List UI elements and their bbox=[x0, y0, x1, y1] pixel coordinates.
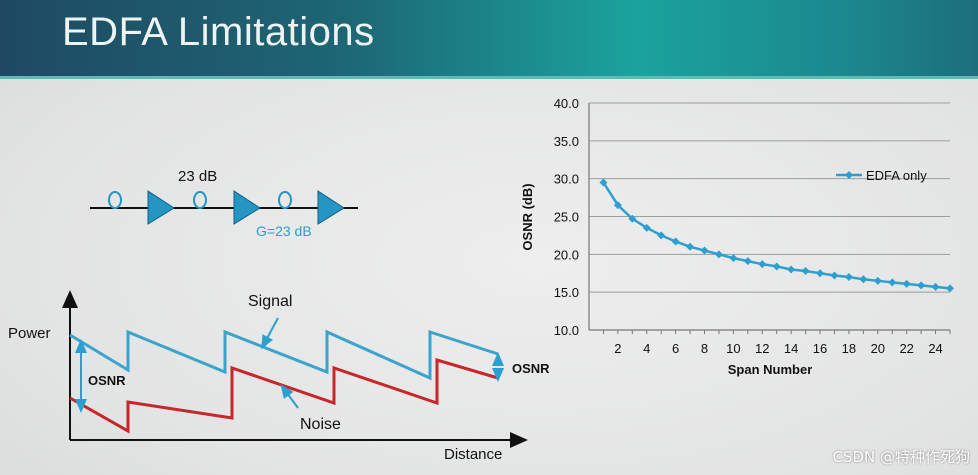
x-tick-label: 16 bbox=[813, 341, 827, 356]
data-point bbox=[714, 250, 723, 259]
signal-label: Signal bbox=[248, 293, 292, 310]
y-tick-label: 40.0 bbox=[554, 96, 579, 111]
chart-ylabel: OSNR (dB) bbox=[520, 183, 535, 250]
data-point bbox=[946, 284, 954, 293]
data-point bbox=[902, 279, 911, 288]
osnr-line-chart: 10.015.020.025.030.035.040.02 4 6 8 10 12 14 16… bbox=[520, 96, 954, 377]
noise-pointer-arrow bbox=[280, 384, 299, 409]
data-point bbox=[671, 237, 680, 246]
amplifier-icon bbox=[317, 190, 345, 225]
title-bar: EDFA Limitations bbox=[0, 0, 978, 78]
noise-label: Noise bbox=[300, 416, 341, 433]
series-line bbox=[602, 181, 951, 290]
x-tick-label: 14 bbox=[784, 341, 798, 356]
distance-axis-label: Distance bbox=[444, 446, 502, 463]
data-point bbox=[613, 201, 622, 210]
data-point bbox=[801, 266, 810, 275]
x-tick-label: 6 bbox=[672, 341, 679, 356]
watermark: CSDN @特种作死狗 bbox=[832, 448, 970, 466]
data-point bbox=[743, 257, 752, 266]
x-tick-label: 10 bbox=[726, 341, 740, 356]
amplifier-chain-diagram: 23 dB G=23 dB bbox=[90, 168, 358, 239]
y-tick-label: 15.0 bbox=[554, 285, 579, 300]
legend-marker bbox=[845, 171, 853, 179]
data-point bbox=[628, 214, 637, 223]
chart-xlabel: Span Number bbox=[728, 362, 813, 377]
x-tick-label: 4 bbox=[643, 341, 650, 356]
data-point bbox=[816, 269, 825, 278]
data-point bbox=[772, 262, 781, 271]
data-point bbox=[844, 273, 853, 282]
data-point bbox=[873, 276, 882, 285]
osnr-right-label: OSNR bbox=[512, 361, 550, 376]
noise-line bbox=[69, 357, 499, 434]
power-distance-diagram: Power Distance Signal Noise OSNR OSNR bbox=[8, 290, 550, 463]
gain-label-top: 23 dB bbox=[178, 168, 217, 185]
data-point bbox=[657, 231, 666, 240]
fiber-spool-icon bbox=[108, 191, 122, 209]
y-tick-label: 30.0 bbox=[554, 172, 579, 187]
data-point bbox=[888, 278, 897, 287]
data-point bbox=[686, 242, 695, 251]
y-tick-label: 20.0 bbox=[554, 247, 579, 262]
amplifier-icon bbox=[233, 190, 261, 225]
gain-label-bottom: G=23 dB bbox=[256, 223, 312, 239]
data-point bbox=[700, 246, 709, 255]
x-tick-label: 20 bbox=[871, 341, 885, 356]
title-bar-divider bbox=[0, 76, 978, 79]
data-point bbox=[931, 282, 940, 291]
power-axis-label: Power bbox=[8, 325, 51, 342]
data-point bbox=[787, 265, 796, 274]
amplifier-icon bbox=[147, 190, 175, 225]
data-point bbox=[729, 254, 738, 263]
x-tick-label: 12 bbox=[755, 341, 769, 356]
data-point bbox=[859, 275, 868, 284]
data-point bbox=[917, 281, 926, 290]
fiber-spool-icon bbox=[278, 191, 292, 209]
chart-legend: EDFA only bbox=[836, 168, 927, 183]
y-tick-label: 10.0 bbox=[554, 323, 579, 338]
slide-title: EDFA Limitations bbox=[62, 10, 375, 54]
signal-pointer-arrow bbox=[261, 317, 279, 350]
osnr-left-label: OSNR bbox=[88, 373, 126, 388]
data-point bbox=[830, 271, 839, 280]
fiber-spool-icon bbox=[193, 191, 207, 209]
x-tick-label: 24 bbox=[928, 341, 942, 356]
x-tick-label: 8 bbox=[701, 341, 708, 356]
x-tick-label: 2 bbox=[614, 341, 621, 356]
x-tick-label: 22 bbox=[899, 341, 913, 356]
legend-series-label: EDFA only bbox=[866, 168, 927, 183]
x-tick-label: 18 bbox=[842, 341, 856, 356]
y-tick-label: 25.0 bbox=[554, 210, 579, 225]
y-tick-label: 35.0 bbox=[554, 134, 579, 149]
data-point bbox=[758, 260, 767, 269]
data-point bbox=[642, 223, 651, 232]
signal-line bbox=[69, 329, 499, 381]
data-point bbox=[599, 178, 608, 187]
